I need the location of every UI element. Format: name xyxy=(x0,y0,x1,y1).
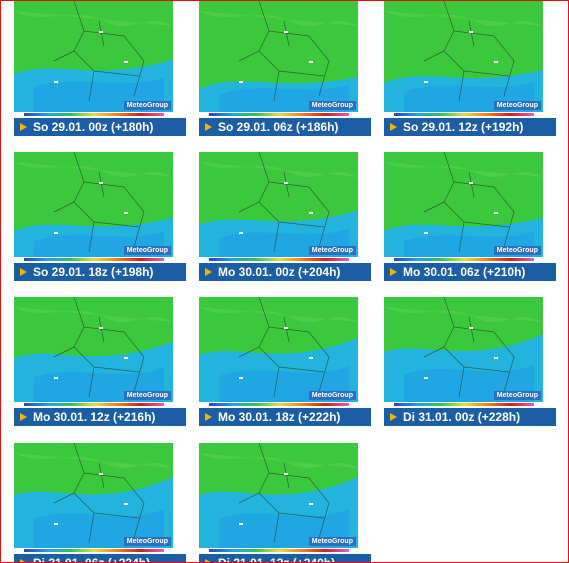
logo: MeteoGroup xyxy=(123,246,171,255)
tile-label-bar[interactable]: Mo 30.01. 12z (+216h) xyxy=(14,408,186,426)
forecast-map[interactable]: MeteoGroup xyxy=(199,1,358,112)
color-scale xyxy=(394,403,534,406)
forecast-map[interactable]: MeteoGroup xyxy=(384,1,543,112)
tile-label-bar[interactable]: Di 31.01. 00z (+228h) xyxy=(384,408,556,426)
tile-label[interactable]: Mo 30.01. 12z (+216h) xyxy=(33,410,156,424)
map-image xyxy=(384,152,543,257)
tile-label[interactable]: So 29.01. 18z (+198h) xyxy=(33,265,154,279)
logo: MeteoGroup xyxy=(308,537,356,546)
arrow-icon xyxy=(390,268,397,276)
tile-label-bar[interactable]: So 29.01. 06z (+186h) xyxy=(199,118,371,136)
map-image xyxy=(14,297,173,402)
arrow-icon xyxy=(205,123,212,131)
tile-label[interactable]: Di 31.01. 06z (+234h) xyxy=(33,556,151,563)
forecast-map[interactable]: MeteoGroup xyxy=(199,443,358,548)
map-image xyxy=(199,1,358,112)
tile-label[interactable]: Di 31.01. 12z (+240h) xyxy=(218,556,336,563)
color-scale xyxy=(209,549,349,552)
forecast-map[interactable]: MeteoGroup xyxy=(384,297,543,402)
tile-label-bar[interactable]: Di 31.01. 12z (+240h) xyxy=(199,554,371,563)
map-image xyxy=(199,152,358,257)
arrow-icon xyxy=(205,268,212,276)
color-scale xyxy=(209,113,349,116)
tile-label-bar[interactable]: Di 31.01. 06z (+234h) xyxy=(14,554,186,563)
color-scale xyxy=(24,258,164,261)
map-image xyxy=(14,443,173,548)
tile-label-bar[interactable]: Mo 30.01. 06z (+210h) xyxy=(384,263,556,281)
logo: MeteoGroup xyxy=(123,101,171,110)
forecast-map[interactable]: MeteoGroup xyxy=(14,1,173,112)
arrow-icon xyxy=(20,413,27,421)
tile-label-bar[interactable]: So 29.01. 00z (+180h) xyxy=(14,118,186,136)
forecast-map[interactable]: MeteoGroup xyxy=(14,152,173,257)
tile-label-bar[interactable]: So 29.01. 12z (+192h) xyxy=(384,118,556,136)
tile-label[interactable]: Mo 30.01. 00z (+204h) xyxy=(218,265,341,279)
tile-label-bar[interactable]: Mo 30.01. 00z (+204h) xyxy=(199,263,371,281)
color-scale xyxy=(209,258,349,261)
color-scale xyxy=(209,403,349,406)
logo: MeteoGroup xyxy=(308,391,356,400)
color-scale xyxy=(24,403,164,406)
arrow-icon xyxy=(20,268,27,276)
color-scale xyxy=(24,549,164,552)
forecast-map[interactable]: MeteoGroup xyxy=(199,297,358,402)
color-scale xyxy=(394,258,534,261)
arrow-icon xyxy=(205,559,212,562)
forecast-map[interactable]: MeteoGroup xyxy=(14,443,173,548)
arrow-icon xyxy=(390,413,397,421)
tile-label[interactable]: So 29.01. 00z (+180h) xyxy=(33,120,154,134)
logo: MeteoGroup xyxy=(123,537,171,546)
logo: MeteoGroup xyxy=(308,246,356,255)
tile-label-bar[interactable]: So 29.01. 18z (+198h) xyxy=(14,263,186,281)
arrow-icon xyxy=(20,559,27,562)
logo: MeteoGroup xyxy=(493,101,541,110)
map-image xyxy=(384,1,543,112)
color-scale xyxy=(394,113,534,116)
logo: MeteoGroup xyxy=(308,101,356,110)
arrow-icon xyxy=(390,123,397,131)
tile-label[interactable]: Mo 30.01. 18z (+222h) xyxy=(218,410,341,424)
tile-label[interactable]: Mo 30.01. 06z (+210h) xyxy=(403,265,526,279)
tile-label[interactable]: So 29.01. 12z (+192h) xyxy=(403,120,524,134)
forecast-map[interactable]: MeteoGroup xyxy=(199,152,358,257)
logo: MeteoGroup xyxy=(493,246,541,255)
tile-label[interactable]: So 29.01. 06z (+186h) xyxy=(218,120,339,134)
color-scale xyxy=(24,113,164,116)
forecast-map[interactable]: MeteoGroup xyxy=(384,152,543,257)
map-image xyxy=(199,443,358,548)
tile-label-bar[interactable]: Mo 30.01. 18z (+222h) xyxy=(199,408,371,426)
forecast-map[interactable]: MeteoGroup xyxy=(14,297,173,402)
map-image xyxy=(14,1,173,112)
arrow-icon xyxy=(205,413,212,421)
tile-label[interactable]: Di 31.01. 00z (+228h) xyxy=(403,410,521,424)
logo: MeteoGroup xyxy=(493,391,541,400)
map-image xyxy=(199,297,358,402)
arrow-icon xyxy=(20,123,27,131)
map-image xyxy=(384,297,543,402)
logo: MeteoGroup xyxy=(123,391,171,400)
map-image xyxy=(14,152,173,257)
